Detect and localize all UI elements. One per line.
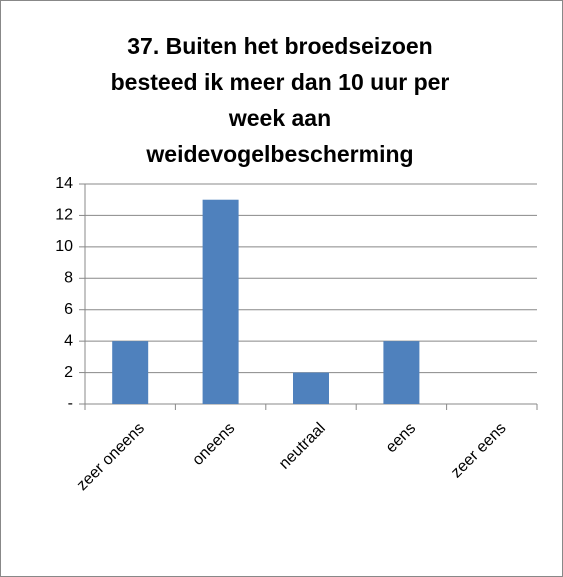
y-tick-label: 6 <box>64 301 73 318</box>
y-tick-label: 2 <box>64 364 73 381</box>
x-tick-label: oneens <box>189 420 238 469</box>
bar <box>112 341 149 404</box>
y-tick-label: 10 <box>55 238 73 255</box>
y-tick-label: 14 <box>55 175 73 192</box>
y-tick-label: 8 <box>64 270 73 287</box>
bar <box>293 372 329 404</box>
x-tick-label: neutraal <box>276 420 329 473</box>
y-tick-label: 12 <box>55 207 73 224</box>
x-tick-label: eens <box>383 420 420 457</box>
x-tick-label: zeer oneens <box>74 420 148 494</box>
y-tick-label: 4 <box>64 332 73 349</box>
chart-title: 37. Buiten het broedseizoen besteed ik m… <box>110 33 450 167</box>
bar <box>202 199 239 404</box>
x-tick-label: zeer eens <box>448 420 510 482</box>
y-tick-label: - <box>68 395 73 412</box>
bar <box>383 341 420 404</box>
